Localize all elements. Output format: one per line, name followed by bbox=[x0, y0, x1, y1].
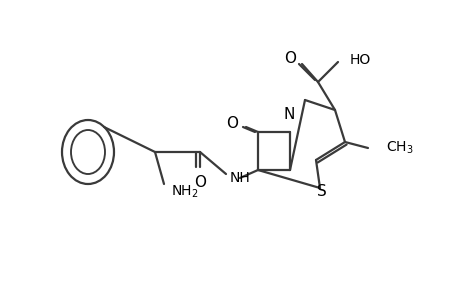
Text: S: S bbox=[316, 184, 326, 200]
Text: O: O bbox=[225, 116, 237, 130]
Text: O: O bbox=[194, 175, 206, 190]
Text: NH$_2$: NH$_2$ bbox=[171, 184, 198, 200]
Text: CH$_3$: CH$_3$ bbox=[385, 140, 413, 156]
Text: NH: NH bbox=[230, 171, 250, 185]
Text: O: O bbox=[283, 50, 295, 65]
Text: HO: HO bbox=[349, 53, 370, 67]
Text: N: N bbox=[283, 107, 294, 122]
